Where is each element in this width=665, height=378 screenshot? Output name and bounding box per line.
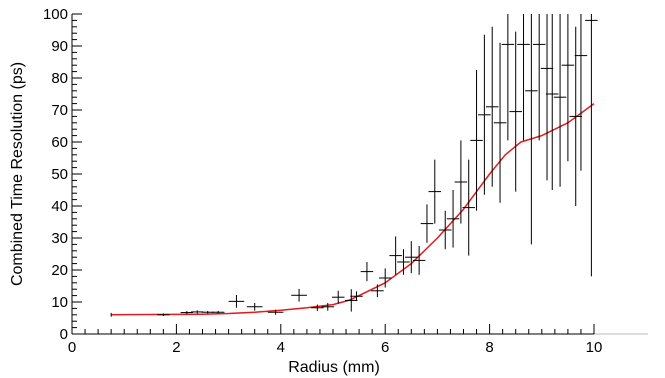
data-point [371,284,384,298]
x-tick-label: 10 [586,339,603,356]
data-point [211,310,225,314]
data-point [509,31,522,192]
data-point [180,310,194,315]
x-tick-label: 8 [485,339,493,356]
data-point [438,210,452,250]
data-point [389,236,402,275]
y-tick-label: 90 [51,38,68,55]
data-point [470,70,483,211]
y-tick-label: 80 [51,70,68,87]
data-point [553,14,567,187]
data-point [157,313,170,317]
x-tick-label: 0 [68,339,76,356]
data-point [291,288,307,302]
data-point [532,14,546,141]
data-point [397,249,410,275]
y-tick-label: 40 [51,198,68,215]
data-point [478,34,491,195]
data-point [345,289,358,312]
data-point [493,42,507,203]
data-point [540,14,554,181]
data-point [569,26,582,206]
data-point [428,159,442,224]
data-point [574,14,588,171]
data-point [412,246,426,275]
data-point [561,14,575,162]
data-point [454,140,468,224]
data-points [110,14,598,317]
data-point [462,159,475,256]
y-tick-label: 60 [51,134,68,151]
x-tick-label: 2 [172,339,180,356]
x-tick-label: 6 [381,339,389,356]
data-point [585,14,598,277]
y-tick-label: 30 [51,230,68,247]
x-axis-title: Radius (mm) [288,359,380,376]
fit-curve [111,102,595,316]
data-point [485,26,499,187]
y-tick-label: 20 [51,262,68,279]
x-ticks: 0 2 4 6 8 10 [68,324,603,356]
data-point [378,268,392,288]
data-point [405,241,418,274]
data-point [360,262,374,282]
data-point [267,309,284,315]
plot-frame [71,14,648,335]
y-tick-label: 100 [43,6,68,23]
data-point [525,14,538,245]
data-point [545,14,559,190]
data-point [517,14,530,141]
data-point [420,204,434,243]
data-point [246,302,263,311]
y-tick-label: 0 [60,326,68,343]
y-tick-label: 70 [51,102,68,119]
data-point [311,304,324,311]
fit-curve-line [111,102,595,316]
y-tick-label: 50 [51,166,68,183]
y-ticks: 0 10 20 30 40 50 60 70 80 90 100 [43,6,82,343]
data-point [501,14,515,141]
x-tick-label: 4 [277,339,285,356]
data-point [321,302,335,311]
data-point [228,294,245,308]
data-point [350,291,363,302]
y-tick-label: 10 [51,294,68,311]
data-point [331,290,345,304]
data-point [446,190,460,248]
y-axis-title: Combined Time Resolution (ps) [9,62,26,286]
